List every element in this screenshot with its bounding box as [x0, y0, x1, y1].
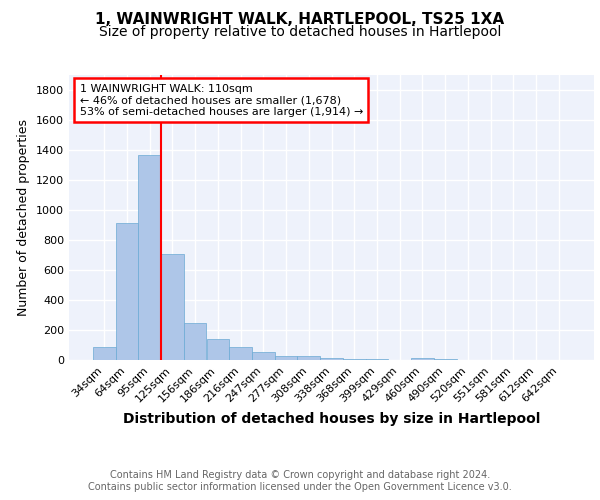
Bar [434, 359, 457, 360]
Y-axis label: Number of detached properties: Number of detached properties [17, 119, 31, 316]
Bar [252, 352, 275, 360]
Bar [320, 358, 343, 360]
Text: 1 WAINWRIGHT WALK: 110sqm
← 46% of detached houses are smaller (1,678)
53% of se: 1 WAINWRIGHT WALK: 110sqm ← 46% of detac… [79, 84, 363, 116]
Bar [275, 356, 298, 360]
Bar [139, 155, 161, 360]
Bar [411, 358, 434, 360]
Bar [184, 323, 206, 360]
Text: Size of property relative to detached houses in Hartlepool: Size of property relative to detached ho… [99, 25, 501, 39]
Bar [93, 347, 116, 360]
Bar [161, 254, 184, 360]
Bar [116, 223, 139, 360]
Text: 1, WAINWRIGHT WALK, HARTLEPOOL, TS25 1XA: 1, WAINWRIGHT WALK, HARTLEPOOL, TS25 1XA [95, 12, 505, 28]
Text: Distribution of detached houses by size in Hartlepool: Distribution of detached houses by size … [123, 412, 541, 426]
Bar [343, 358, 365, 360]
Bar [365, 358, 388, 360]
Bar [206, 339, 229, 360]
Bar [298, 356, 320, 360]
Text: Contains HM Land Registry data © Crown copyright and database right 2024.
Contai: Contains HM Land Registry data © Crown c… [88, 470, 512, 492]
Bar [229, 347, 252, 360]
